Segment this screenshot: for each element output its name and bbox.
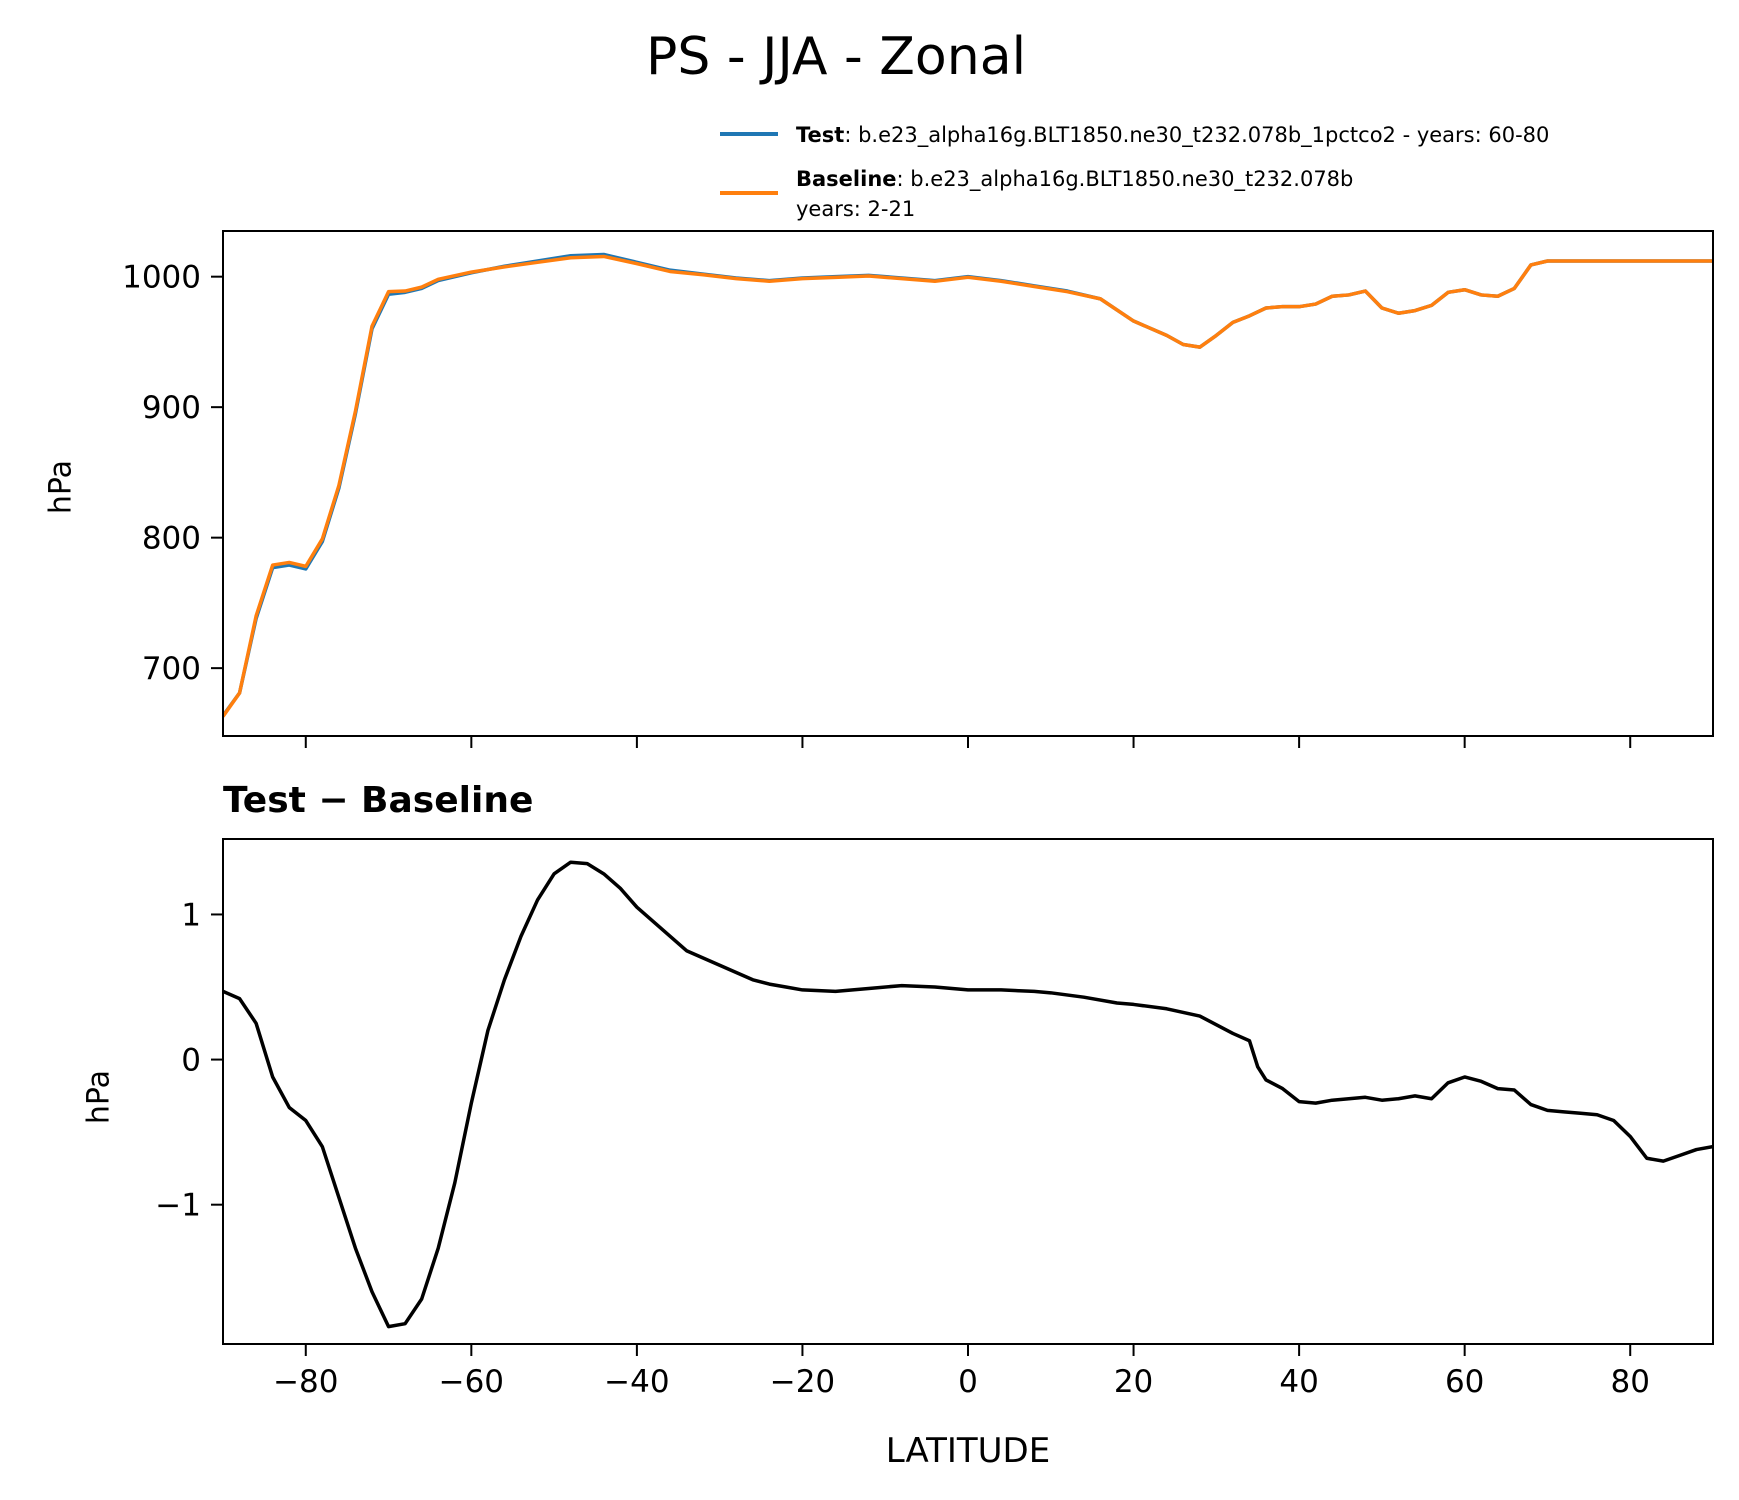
legend: Test: b.e23_alpha16g.BLT1850.ne30_t232.0…: [720, 123, 1549, 221]
legend-label-test-bold: Test: [796, 123, 844, 147]
legend-label-test-rest: : b.e23_alpha16g.BLT1850.ne30_t232.078b_…: [844, 123, 1549, 148]
top-xticks: [304, 736, 1632, 748]
bottom-yticks: −1 0 1: [155, 897, 223, 1224]
figure-title: PS - JJA - Zonal: [646, 27, 1026, 87]
bottom-xtick-label: 20: [1114, 1364, 1153, 1400]
bottom-title: Test − Baseline: [223, 780, 533, 821]
top-series: [223, 252, 1713, 718]
bottom-series: [223, 860, 1713, 1329]
top-ytick-label: 1000: [122, 260, 201, 296]
top-series-baseline: [223, 254, 1713, 718]
bottom-xtick-label: −80: [273, 1364, 338, 1400]
top-axes-frame: [222, 230, 1714, 737]
legend-label-test: Test: b.e23_alpha16g.BLT1850.ne30_t232.0…: [796, 123, 1549, 148]
bottom-ytick-label: −1: [155, 1188, 201, 1224]
legend-label-baseline-bold: Baseline: [796, 167, 897, 191]
top-ytick-label: 700: [142, 651, 201, 687]
bottom-series-test-baseline: [223, 860, 1713, 1329]
legend-label-baseline-rest: : b.e23_alpha16g.BLT1850.ne30_t232.078b: [897, 167, 1354, 192]
bottom-panel: Test − Baseline hPa −1 0 1 −80 −60 −40 −20 0 20…: [82, 780, 1714, 1471]
bottom-xtick-label: 80: [1610, 1364, 1649, 1400]
bottom-ytick-label: 0: [181, 1043, 201, 1079]
bottom-ytick-label: 1: [181, 897, 201, 933]
top-ylabel: hPa: [44, 460, 79, 514]
bottom-xticks: −80 −60 −40 −20 0 20 40 60 80: [273, 1344, 1650, 1400]
bottom-xtick-label: 60: [1445, 1364, 1484, 1400]
bottom-ylabel: hPa: [82, 1070, 117, 1124]
bottom-xtick-label: 0: [958, 1364, 978, 1400]
bottom-xlabel: LATITUDE: [886, 1431, 1050, 1471]
top-ytick-label: 900: [142, 390, 201, 426]
legend-label-baseline: Baseline: b.e23_alpha16g.BLT1850.ne30_t2…: [796, 167, 1353, 192]
bottom-xtick-label: −40: [604, 1364, 669, 1400]
top-ytick-label: 800: [142, 521, 201, 557]
bottom-axes-frame: [222, 838, 1714, 1345]
top-series-test: [223, 252, 1713, 717]
bottom-xtick-label: 40: [1279, 1364, 1318, 1400]
bottom-xtick-label: −60: [439, 1364, 504, 1400]
legend-label-baseline-line2: years: 2-21: [796, 197, 915, 221]
top-yticks: 700 800 900 1000: [122, 260, 223, 687]
bottom-xtick-label: −20: [770, 1364, 835, 1400]
top-panel: hPa 700 800 900 1000: [44, 230, 1714, 748]
